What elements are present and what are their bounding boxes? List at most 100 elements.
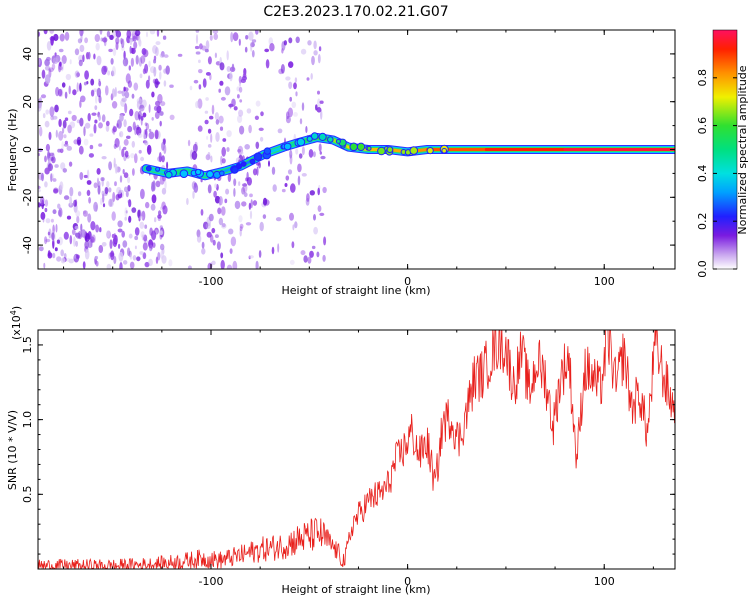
noise-speck (86, 189, 91, 196)
noise-speck (166, 161, 169, 170)
noise-speck (53, 187, 59, 193)
noise-speck (131, 93, 135, 99)
noise-speck (130, 153, 135, 159)
noise-speck (112, 47, 117, 57)
noise-speck (40, 211, 46, 220)
noise-speck (38, 152, 41, 157)
noise-speck (154, 78, 159, 89)
noise-speck (140, 55, 145, 64)
noise-speck (160, 243, 165, 251)
noise-speck (226, 130, 232, 138)
noise-speck (244, 46, 248, 53)
colorbar-tick-label: 0.2 (696, 212, 709, 230)
noise-speck (45, 143, 51, 152)
noise-speck (319, 100, 324, 104)
noise-speck (139, 216, 144, 220)
noise-speck (281, 188, 286, 193)
snr-ylabel: SNR (10 * V/V) (6, 410, 19, 490)
noise-speck (195, 30, 200, 33)
noise-speck (144, 122, 148, 126)
noise-speck (139, 73, 143, 79)
noise-speck (96, 55, 102, 66)
noise-speck (272, 184, 277, 192)
noise-speck (151, 91, 155, 98)
noise-speck (134, 227, 140, 236)
noise-speck (143, 134, 147, 140)
noise-speck (258, 127, 264, 131)
noise-speck (125, 73, 131, 84)
noise-speck (115, 30, 118, 34)
noise-speck (151, 184, 156, 192)
noise-speck (200, 209, 204, 216)
noise-speck (320, 155, 326, 160)
noise-speck (73, 236, 76, 247)
noise-speck (102, 203, 106, 208)
noise-speck (127, 185, 131, 192)
noise-speck (41, 69, 46, 79)
noise-speck (211, 104, 215, 115)
noise-speck (211, 260, 216, 265)
x-tick-label: 0 (404, 275, 411, 288)
noise-speck (132, 121, 136, 131)
noise-speck (159, 71, 162, 80)
noise-speck (229, 71, 233, 82)
noise-speck (215, 132, 220, 142)
noise-speck (73, 199, 77, 207)
noise-speck (301, 102, 305, 111)
noise-speck (105, 120, 110, 127)
x-tick-label: 100 (594, 575, 615, 588)
noise-speck (238, 181, 241, 187)
noise-speck (256, 166, 259, 176)
noise-speck (204, 48, 209, 53)
ridge-blob (283, 142, 292, 151)
noise-speck (218, 88, 221, 93)
noise-speck (114, 181, 117, 187)
noise-speck (80, 229, 87, 238)
noise-speck (260, 111, 264, 117)
ridge-blob (366, 145, 372, 151)
noise-speck (163, 144, 167, 155)
noise-speck (206, 135, 209, 140)
noise-speck (317, 205, 322, 213)
noise-speck (134, 245, 137, 250)
noise-speck (95, 95, 98, 104)
noise-speck (47, 149, 50, 159)
noise-speck (322, 254, 326, 262)
noise-speck (83, 81, 87, 86)
ridge-blob (409, 146, 419, 155)
noise-speck (195, 51, 201, 55)
noise-speck (125, 190, 129, 198)
noise-speck (209, 34, 213, 41)
noise-speck (79, 117, 84, 127)
noise-speck (129, 108, 134, 117)
noise-speck (218, 217, 224, 226)
noise-speck (93, 53, 96, 60)
colorbar: 0.0 0.2 0.4 0.6 0.8 Normalized spectral ampl… (696, 29, 749, 278)
noise-speck (231, 98, 236, 107)
ridge-blob (145, 165, 152, 172)
noise-speck (45, 74, 51, 84)
noise-speck (124, 207, 128, 218)
noise-speck (44, 167, 50, 175)
noise-speck (313, 50, 318, 56)
noise-speck (220, 259, 225, 269)
noise-speck (162, 35, 167, 40)
y-tick-label: 40 (21, 47, 34, 61)
noise-speck (55, 223, 58, 233)
noise-speck (251, 50, 255, 58)
chart-title: C2E3.2023.170.02.21.G07 (263, 4, 448, 20)
noise-speck (313, 214, 316, 221)
noise-speck (239, 99, 243, 103)
noise-speck (238, 109, 244, 117)
noise-speck (84, 37, 88, 44)
noise-speck (98, 95, 102, 104)
ridge-blob (263, 147, 272, 155)
noise-speck (80, 95, 86, 103)
noise-speck (281, 48, 284, 54)
noise-speck (136, 100, 142, 110)
noise-speck (50, 173, 53, 183)
noise-speck (157, 156, 163, 162)
noise-speck (103, 38, 107, 47)
snr-scale-label: (x104) (9, 306, 23, 340)
ridge-blob (296, 137, 306, 147)
